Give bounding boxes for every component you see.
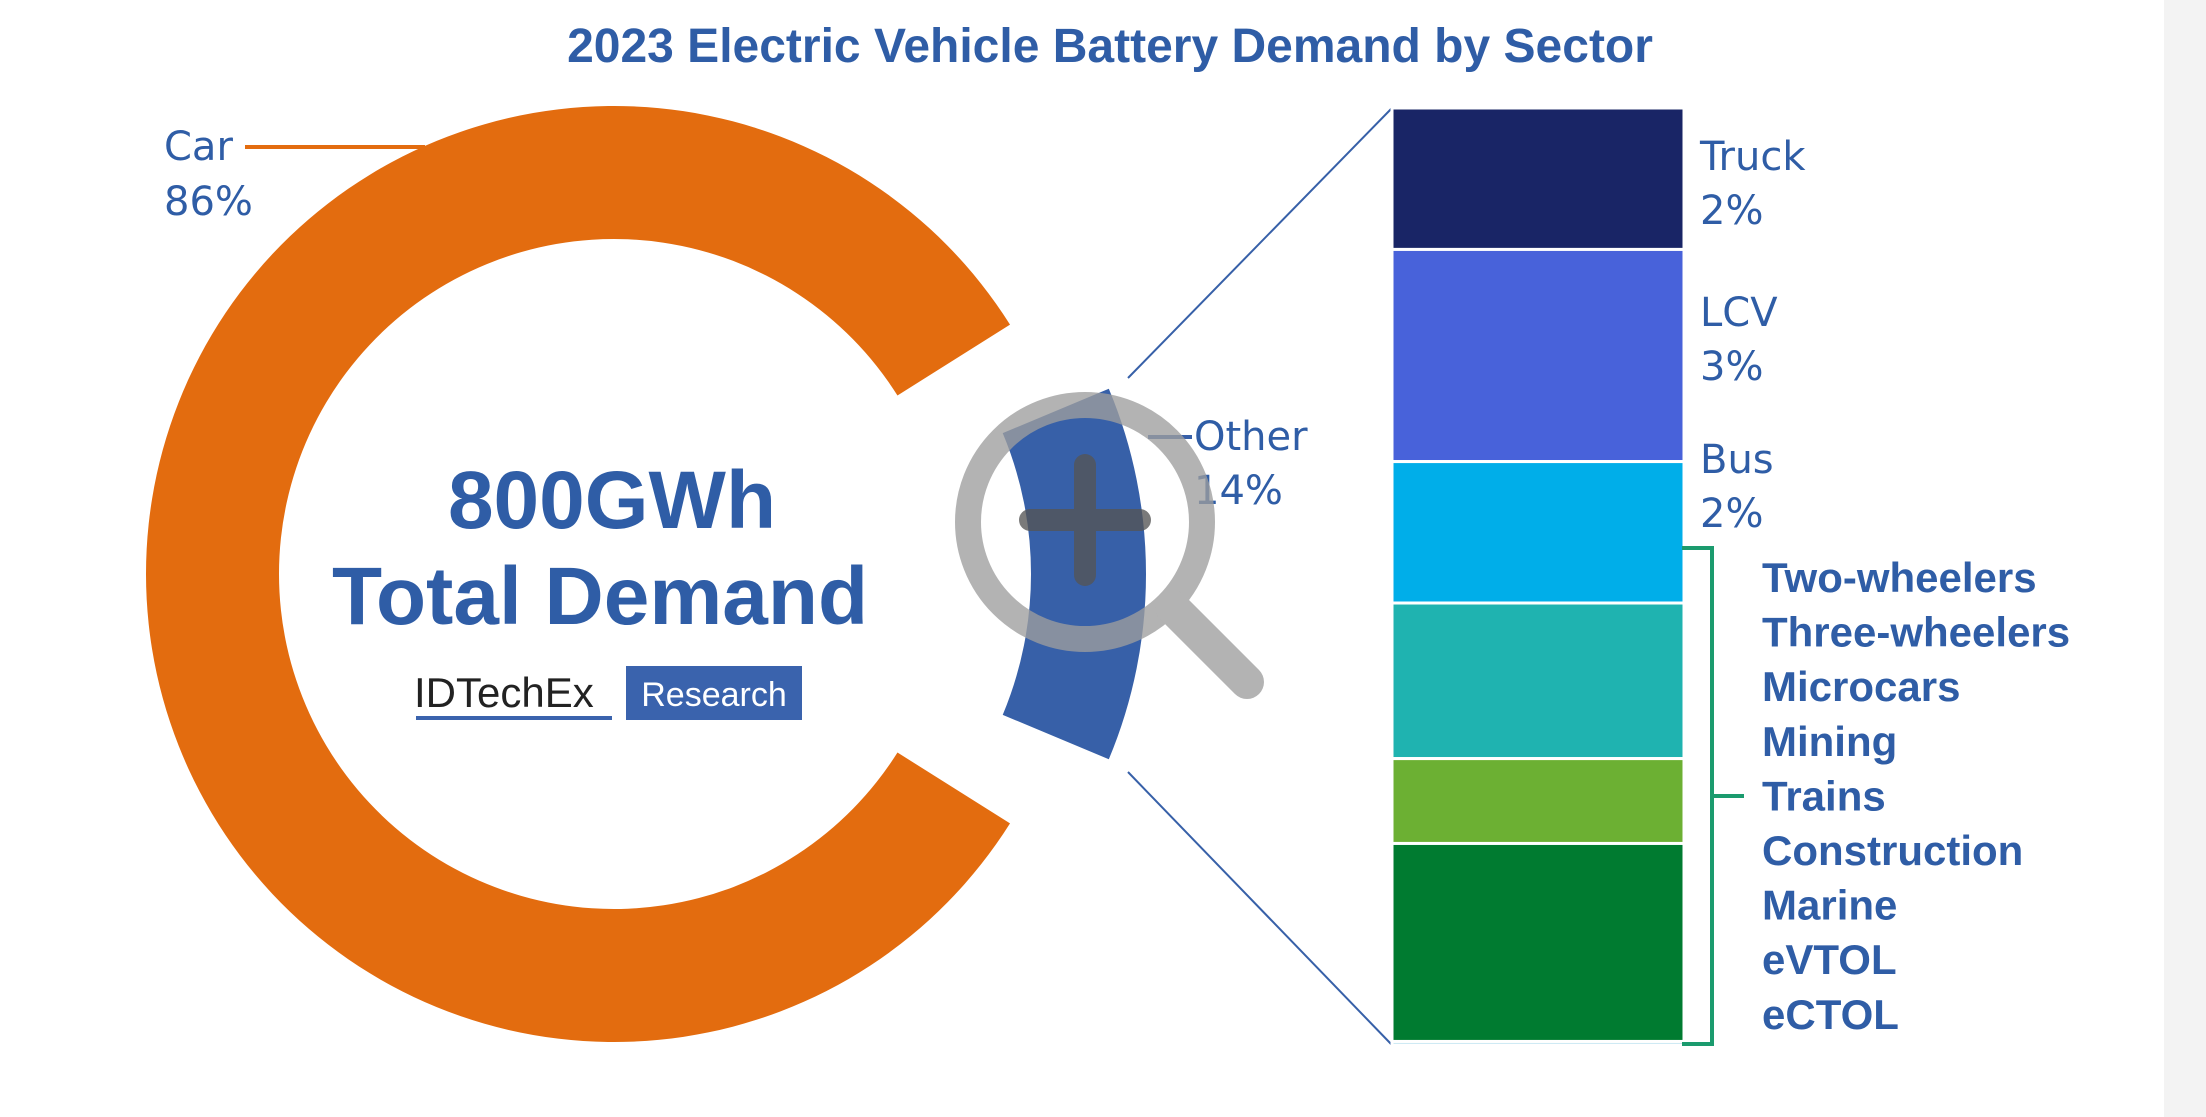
- logo-underline: [416, 716, 612, 720]
- logo-research-text: Research: [641, 676, 787, 714]
- group-labels: Two-wheelers Three-wheelers Microcars Minin…: [1762, 554, 2070, 1038]
- zoom-in-magnifier-icon[interactable]: [955, 392, 1264, 699]
- group-label-trains: Trains: [1762, 772, 1886, 819]
- page-side-strip: [2164, 0, 2206, 1117]
- bar-segment-group-4: [1390, 757, 1686, 845]
- truck-percent: 2%: [1700, 188, 1763, 234]
- group-label-construction: Construction: [1762, 827, 2023, 874]
- car-percent: 86%: [164, 179, 253, 225]
- bar-segment-group-3: [1390, 601, 1686, 761]
- bus-label: Bus: [1700, 437, 1774, 483]
- lcv-label: LCV: [1700, 290, 1778, 336]
- slice-car: [146, 105, 1011, 1043]
- magnifier-ring: [955, 392, 1215, 652]
- center-total-label: Total Demand: [332, 551, 868, 642]
- bar-segment-truck: [1390, 106, 1686, 251]
- bar-segment-lcv: [1390, 247, 1686, 464]
- group-label-mining: Mining: [1762, 718, 1897, 765]
- magnifier-handle: [1155, 590, 1264, 699]
- idtechex-logo: IDTechEx Research: [414, 666, 802, 720]
- group-label-marine: Marine: [1762, 882, 1897, 929]
- group-bracket: [1682, 546, 1744, 1046]
- lcv-percent: 3%: [1700, 344, 1763, 390]
- other-label: Other: [1194, 414, 1308, 460]
- center-total-value: 800GWh: [448, 455, 776, 546]
- group-label-microcars: Microcars: [1762, 663, 1960, 710]
- bar-segment-group-5: [1390, 841, 1686, 1043]
- group-label-two-wheelers: Two-wheelers: [1762, 554, 2037, 601]
- car-label: Car: [164, 124, 233, 170]
- connector-line-bottom: [1127, 771, 1393, 1046]
- chart-title: 2023 Electric Vehicle Battery Demand by …: [567, 20, 1653, 73]
- connector-line-top: [1127, 107, 1393, 379]
- other-breakdown-bar: [1390, 106, 1686, 1047]
- logo-research-box: [626, 666, 802, 720]
- bus-percent: 2%: [1700, 491, 1763, 537]
- bar-segment-group-6: [1390, 1039, 1686, 1047]
- logo-idtechex-text: IDTechEx: [414, 669, 594, 716]
- group-label-ectol: eCTOL: [1762, 991, 1899, 1038]
- truck-label: Truck: [1699, 134, 1806, 180]
- bar-segment-bus: [1390, 460, 1686, 605]
- group-label-three-wheelers: Three-wheelers: [1762, 609, 2070, 656]
- group-label-evtol: eVTOL: [1762, 936, 1897, 983]
